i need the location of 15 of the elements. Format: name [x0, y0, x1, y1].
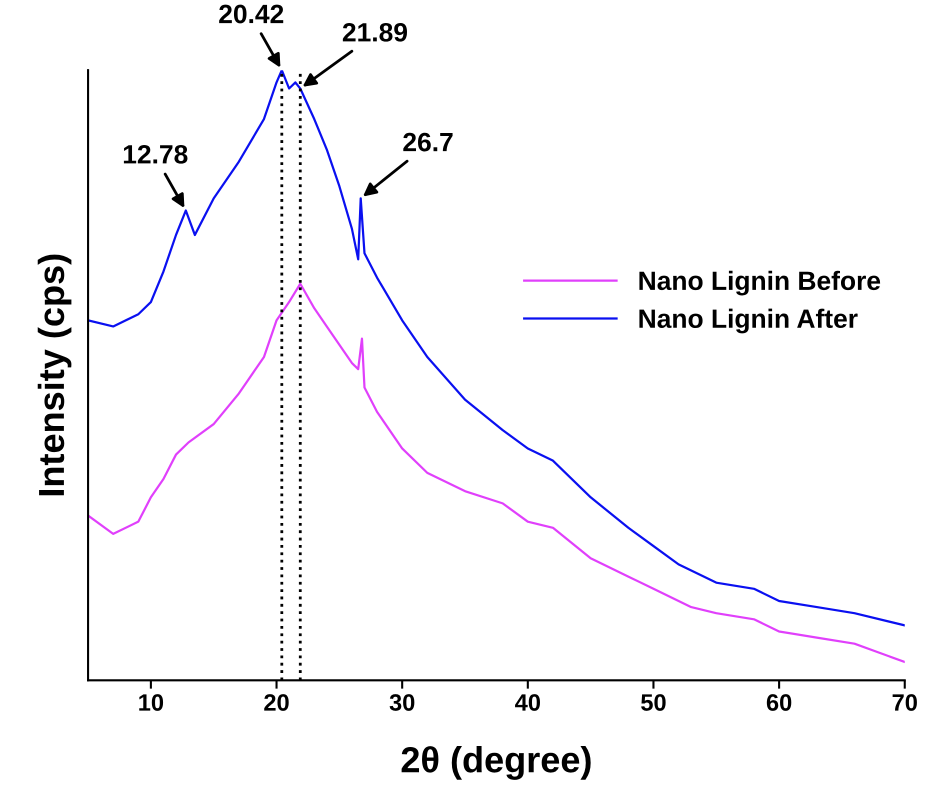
x-tick-label: 50 — [641, 694, 666, 711]
x-tick-label: 40 — [515, 694, 540, 711]
x-tick-label: 60 — [766, 694, 792, 711]
annotation: 21.89 — [342, 22, 408, 42]
legend-label: Nano Lignin After — [639, 308, 858, 334]
annotation: 20.42 — [219, 4, 284, 24]
y-axis-title: Intensity (cps) — [38, 254, 72, 496]
x-tick-label: 30 — [390, 694, 414, 711]
x-tick-label: 10 — [139, 694, 164, 711]
x-axis-title: 2θ (degree) — [402, 746, 591, 780]
x-tick-label: 70 — [892, 694, 917, 711]
annotation: 26.7 — [403, 132, 453, 152]
legend-label: Nano Lignin Before — [639, 270, 880, 296]
x-tick-label: 20 — [264, 694, 289, 711]
annotation: 12.78 — [124, 144, 188, 164]
